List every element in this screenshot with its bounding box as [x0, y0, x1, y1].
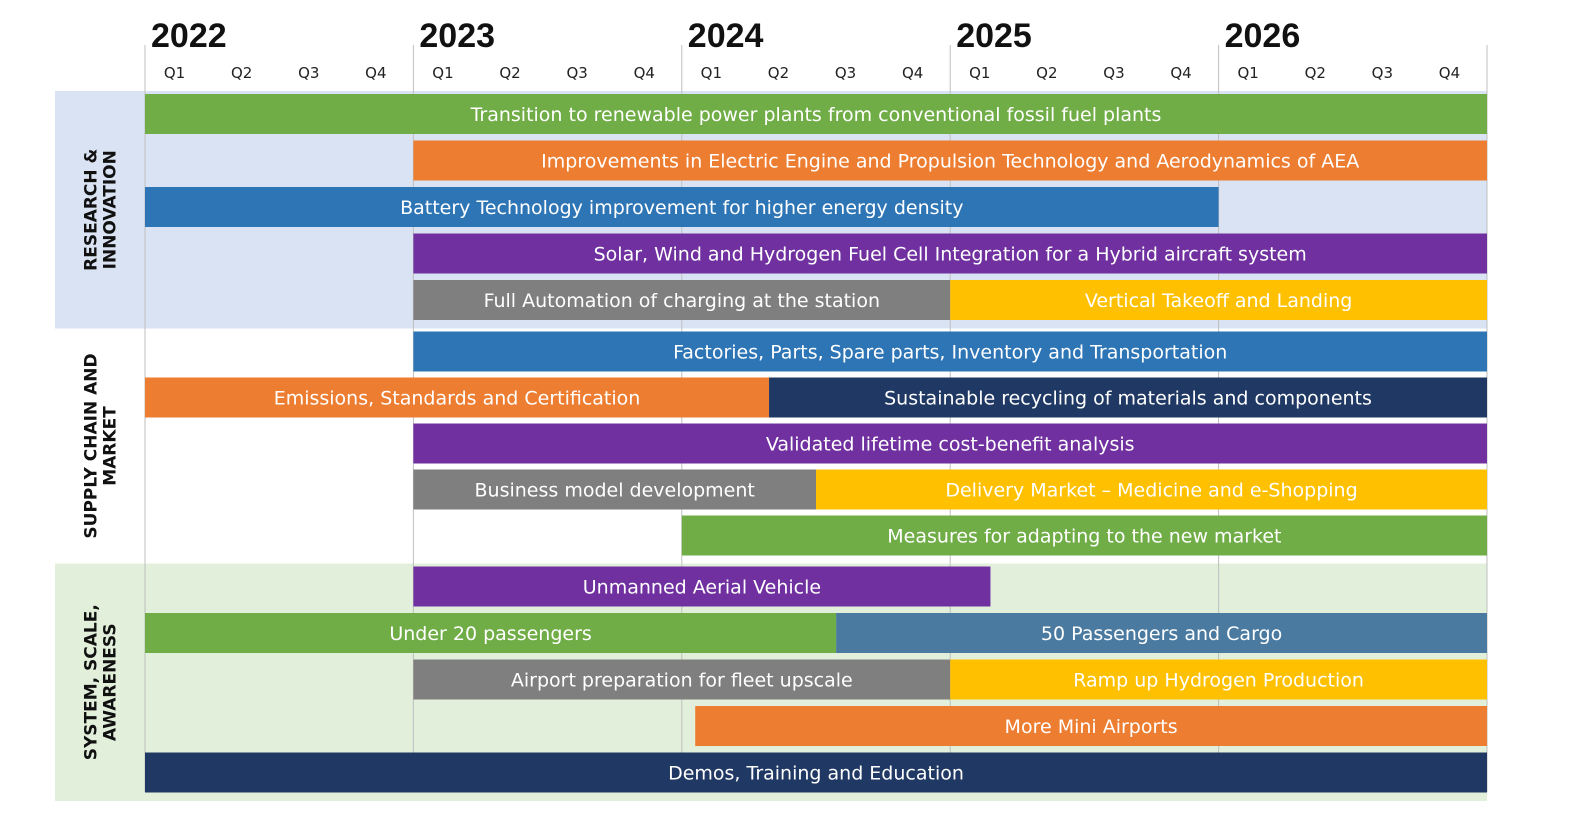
task-bar — [145, 94, 1487, 134]
task-label: Delivery Market – Medicine and e-Shoppin… — [945, 480, 1357, 502]
task-label: Business model development — [475, 480, 755, 502]
quarter-label: Q1 — [432, 64, 453, 82]
task-bar — [816, 469, 1487, 510]
task-label: Improvements in Electric Engine and Prop… — [541, 151, 1359, 173]
year-label: 2022 — [151, 17, 227, 55]
task-bar — [145, 377, 770, 418]
task-label: Demos, Training and Education — [668, 763, 964, 785]
task-label: Sustainable recycling of materials and c… — [884, 388, 1372, 410]
task-bar — [413, 469, 816, 510]
task-bar — [413, 331, 1487, 372]
task-bar — [769, 377, 1487, 418]
task-bar — [950, 659, 1487, 700]
quarter-label: Q2 — [1036, 64, 1057, 82]
quarter-label: Q2 — [768, 64, 789, 82]
task-bar — [413, 140, 1487, 181]
task-label: Transition to renewable power plants fro… — [470, 104, 1162, 126]
task-label: Unmanned Aerial Vehicle — [583, 577, 821, 599]
section-label-line: INNOVATION — [101, 150, 121, 269]
quarter-label: Q3 — [1372, 64, 1393, 82]
task-label: Emissions, Standards and Certification — [274, 388, 641, 410]
task-bar — [695, 706, 1487, 746]
task-bar — [413, 423, 1487, 464]
task-label: Under 20 passengers — [389, 623, 591, 645]
section-label-line: AWARENESS — [101, 623, 121, 741]
quarter-label: Q1 — [164, 64, 185, 82]
year-label: 2023 — [419, 17, 495, 55]
section-label-line: SUPPLY CHAIN AND — [82, 353, 102, 538]
year-label: 2025 — [956, 17, 1032, 55]
quarter-label: Q3 — [298, 64, 319, 82]
quarter-label: Q4 — [1439, 64, 1460, 82]
section-label-supply: SUPPLY CHAIN AND MARKET — [82, 353, 121, 538]
quarter-label: Q2 — [499, 64, 520, 82]
task-bar — [681, 515, 1487, 556]
quarter-label: Q3 — [835, 64, 856, 82]
task-label: Battery Technology improvement for highe… — [400, 197, 963, 219]
task-bar — [950, 280, 1487, 320]
task-label: Factories, Parts, Spare parts, Inventory… — [673, 342, 1227, 364]
task-bar — [145, 187, 1219, 227]
year-label: 2026 — [1225, 17, 1301, 55]
year-label: 2024 — [688, 17, 764, 55]
quarter-label: Q4 — [1170, 64, 1191, 82]
quarter-label: Q3 — [566, 64, 587, 82]
task-label: Vertical Takeoff and Landing — [1085, 290, 1353, 312]
quarter-label: Q4 — [634, 64, 655, 82]
section-label-system: SYSTEM, SCALE, AWARENESS — [82, 604, 121, 760]
task-label: Measures for adapting to the new market — [887, 526, 1281, 548]
section-label-line: RESEARCH & — [82, 148, 102, 270]
task-label: Solar, Wind and Hydrogen Fuel Cell Integ… — [594, 244, 1307, 266]
task-label: Validated lifetime cost-benefit analysis — [766, 434, 1135, 456]
task-bar — [413, 659, 951, 700]
quarter-label: Q1 — [969, 64, 990, 82]
quarter-label: Q3 — [1103, 64, 1124, 82]
task-label: Ramp up Hydrogen Production — [1073, 670, 1364, 692]
quarter-label: Q2 — [1305, 64, 1326, 82]
section-label-research: RESEARCH & INNOVATION — [82, 148, 121, 270]
task-label: 50 Passengers and Cargo — [1041, 623, 1282, 645]
task-bar — [145, 752, 1487, 793]
task-bar — [413, 566, 991, 607]
task-bar — [413, 233, 1487, 274]
task-label: More Mini Airports — [1005, 716, 1178, 738]
task-bar — [145, 613, 837, 653]
quarter-label: Q1 — [1237, 64, 1258, 82]
task-bar — [836, 613, 1487, 653]
task-label: Full Automation of charging at the stati… — [484, 290, 880, 312]
section-label-line: SYSTEM, SCALE, — [82, 604, 102, 760]
quarter-label: Q2 — [231, 64, 252, 82]
quarter-label: Q4 — [902, 64, 923, 82]
task-label: Airport preparation for fleet upscale — [511, 670, 853, 692]
section-label-line: MARKET — [101, 406, 121, 486]
quarter-label: Q1 — [701, 64, 722, 82]
task-bar — [413, 280, 951, 320]
quarter-label: Q4 — [365, 64, 386, 82]
